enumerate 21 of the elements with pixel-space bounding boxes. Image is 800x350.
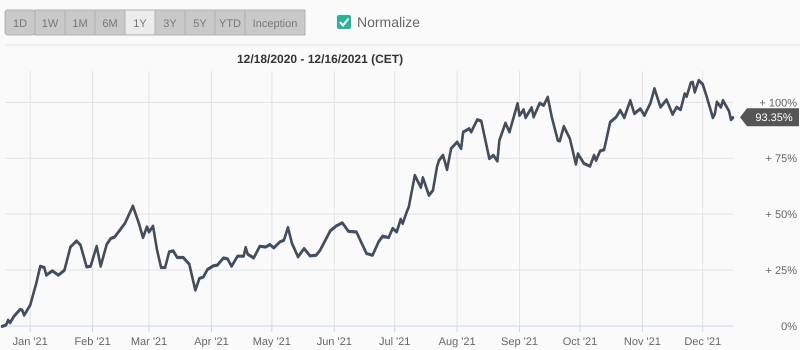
x-tick-label: Sep '21	[501, 336, 538, 348]
x-tick-label: Nov '21	[624, 336, 661, 348]
annotation: 93.35%	[755, 112, 793, 124]
y-tick-label: + 50%	[766, 209, 798, 222]
y-tick-label: + 25%	[766, 265, 798, 278]
x-tick-label: Feb '21	[74, 336, 111, 348]
x-tick-label: Dec '21	[684, 336, 722, 348]
x-tick-label: Apr '21	[194, 336, 229, 348]
y-tick-label: + 100%	[759, 97, 798, 110]
y-tick-label: 0%	[781, 321, 798, 333]
x-tick-label: Jan '21	[12, 336, 48, 348]
y-tick-label: + 75%	[766, 153, 798, 166]
chart-subtitle: 12/18/2020 - 12/16/2021 (CET)	[237, 52, 404, 66]
x-tick-label: Mar '21	[130, 336, 168, 348]
x-tick-label: Aug '21	[438, 336, 476, 348]
period-selector: 1D 1W 1M 6M 1Y 3Y 5Y YTD Inception	[4, 10, 306, 36]
x-tick-label: Oct '21	[562, 336, 598, 348]
text: Normalize	[357, 14, 420, 30]
x-tick-label: Jun '21	[316, 336, 352, 348]
x-tick-label: Jul '21	[378, 336, 410, 348]
x-tick-label: May '21	[252, 336, 291, 348]
